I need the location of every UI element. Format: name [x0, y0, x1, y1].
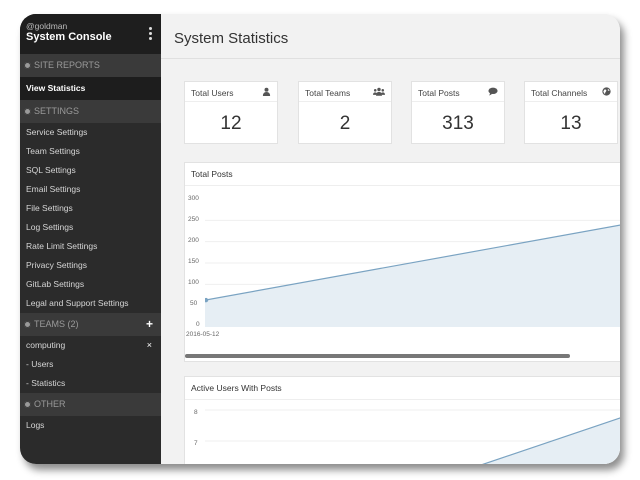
comment-icon: [488, 87, 498, 98]
sidebar-item-rate-limit-settings[interactable]: Rate Limit Settings: [26, 241, 98, 251]
sidebar-item-logs[interactable]: Logs: [26, 420, 45, 430]
y-tick-label: 300: [188, 195, 199, 202]
sidebar-item-gitlab-settings[interactable]: GitLab Settings: [26, 279, 85, 289]
gear-icon: [24, 401, 31, 408]
y-tick-label: 150: [188, 258, 199, 265]
sidebar-item-team-settings[interactable]: Team Settings: [26, 146, 80, 156]
sidebar-item-service-settings[interactable]: Service Settings: [26, 127, 88, 137]
user-icon: [262, 87, 271, 98]
posts-area: [205, 225, 620, 327]
section-other: OTHER: [20, 393, 161, 416]
stat-card-channels: Total Channels 13: [524, 81, 618, 144]
sidebar: @goldman System Console SITE REPORTS Vie…: [20, 14, 161, 464]
panel-title: Total Posts: [185, 163, 620, 186]
sidebar-item-view-statistics[interactable]: View Statistics: [20, 77, 161, 100]
active-users-line: [482, 417, 620, 464]
total-posts-panel: Total Posts 300 250 200 150 100 50 0 201…: [184, 162, 620, 362]
sidebar-item-sql-settings[interactable]: SQL Settings: [26, 165, 76, 175]
stat-value: 12: [220, 113, 242, 134]
data-point: [205, 297, 209, 303]
total-posts-chart: [205, 219, 620, 327]
app-window: @goldman System Console SITE REPORTS Vie…: [20, 14, 620, 464]
y-tick-label: 7: [194, 440, 198, 447]
gear-icon: [24, 321, 31, 328]
sidebar-item-email-settings[interactable]: Email Settings: [26, 184, 81, 194]
y-tick-label: 250: [188, 216, 199, 223]
posts-line: [205, 224, 620, 301]
stat-value: 313: [442, 113, 474, 134]
sidebar-item-file-settings[interactable]: File Settings: [26, 203, 73, 213]
page-title: System Statistics: [174, 30, 289, 47]
chart-scrollbar[interactable]: [185, 354, 570, 358]
y-tick-label: 0: [196, 321, 200, 328]
stat-label: Total Channels: [531, 88, 588, 98]
menu-dots-icon[interactable]: [149, 27, 153, 42]
stat-label: Total Teams: [305, 88, 351, 98]
console-title: System Console: [26, 31, 112, 43]
stat-value: 13: [560, 113, 582, 134]
stat-label: Total Users: [191, 88, 234, 98]
x-tick-label: 2016-05-12: [186, 331, 220, 338]
users-icon: [373, 87, 385, 98]
stat-value: 2: [339, 113, 351, 134]
sidebar-item-legal-settings[interactable]: Legal and Support Settings: [26, 298, 129, 308]
sidebar-item-privacy-settings[interactable]: Privacy Settings: [26, 260, 87, 270]
username: @goldman: [26, 21, 68, 31]
main-content: System Statistics Total Users 12 Total T…: [161, 14, 620, 464]
add-team-icon[interactable]: +: [145, 317, 153, 331]
sidebar-header: @goldman System Console: [20, 14, 161, 54]
section-teams: TEAMS (2) +: [20, 313, 161, 336]
stat-card-users: Total Users 12: [184, 81, 278, 144]
divider: [161, 58, 620, 59]
y-tick-label: 100: [188, 279, 199, 286]
stat-card-posts: Total Posts 313: [411, 81, 505, 144]
panel-title: Active Users With Posts: [185, 377, 620, 400]
close-icon[interactable]: ×: [146, 340, 152, 350]
stat-card-teams: Total Teams 2: [298, 81, 392, 144]
globe-icon: [602, 87, 611, 98]
gear-icon: [24, 108, 31, 115]
sidebar-item-team-users[interactable]: - Users: [26, 359, 54, 369]
y-tick-label: 200: [188, 237, 199, 244]
sidebar-item-log-settings[interactable]: Log Settings: [26, 222, 74, 232]
stat-label: Total Posts: [418, 88, 460, 98]
section-settings: SETTINGS: [20, 100, 161, 123]
section-site-reports: SITE REPORTS: [20, 54, 161, 77]
sidebar-item-team-computing[interactable]: computing ×: [20, 336, 161, 355]
active-users-panel: Active Users With Posts 8 7: [184, 376, 620, 464]
sidebar-item-team-statistics[interactable]: - Statistics: [26, 378, 66, 388]
y-tick-label: 50: [190, 300, 198, 307]
gear-icon: [24, 62, 31, 69]
active-users-chart: [205, 409, 620, 464]
y-tick-label: 8: [194, 409, 198, 416]
